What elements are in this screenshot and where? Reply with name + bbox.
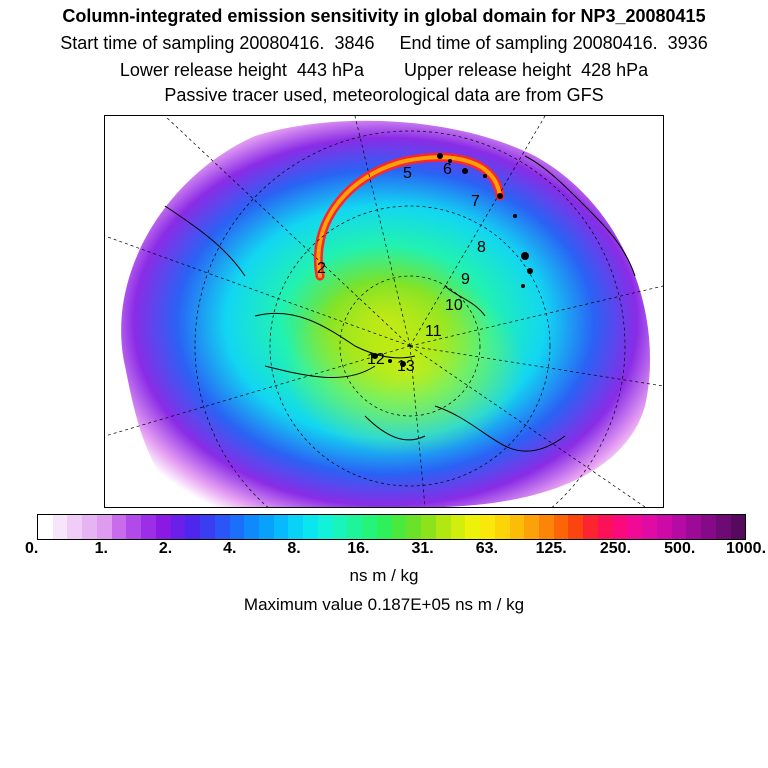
colorbar-swatch <box>730 515 746 539</box>
colorbar-swatch <box>671 515 687 539</box>
colorbar-swatch <box>229 515 245 539</box>
colorbar-swatch <box>553 515 569 539</box>
colorbar-swatch <box>200 515 215 539</box>
colorbar-swatch <box>170 515 186 539</box>
map-panel: 2 5 6 7 8 9 10 11 12 13 <box>104 115 664 508</box>
coastlines <box>164 155 636 452</box>
colorbar-swatch <box>701 515 716 539</box>
page-title: Column-integrated emission sensitivity i… <box>62 6 706 26</box>
colorbar-tick-label: 63. <box>475 540 499 557</box>
colorbar-swatch <box>214 515 230 539</box>
colorbar-swatch <box>273 515 289 539</box>
colorbar-swatch <box>332 515 348 539</box>
colorbar <box>37 514 746 540</box>
map-label: 10 <box>445 297 463 314</box>
colorbar-units: ns m / kg <box>349 566 419 585</box>
colorbar-swatch <box>583 515 598 539</box>
colorbar-swatch <box>82 515 97 539</box>
colorbar-tick-label: 125. <box>535 540 567 557</box>
colorbar-swatch <box>421 515 436 539</box>
colorbar-swatch <box>391 515 407 539</box>
map-label: 11 <box>425 323 442 340</box>
colorbar-swatch <box>509 515 525 539</box>
colorbar-swatch <box>67 515 83 539</box>
colorbar-swatch <box>126 515 142 539</box>
colorbar-swatch <box>494 515 510 539</box>
coastline-clusters <box>372 153 533 367</box>
sensitivity-map: 2 5 6 7 8 9 10 11 12 13 <box>105 116 663 507</box>
colorbar-swatch <box>450 515 466 539</box>
colorbar-swatch <box>406 515 422 539</box>
map-label: 9 <box>461 271 470 288</box>
colorbar-swatch <box>288 515 304 539</box>
colorbar-tick-label: 16. <box>347 540 370 557</box>
colorbar-swatch <box>362 515 377 539</box>
colorbar-swatch <box>111 515 127 539</box>
colorbar-swatch <box>435 515 451 539</box>
colorbar-tick-label: 500. <box>664 540 696 557</box>
colorbar-swatch <box>317 515 333 539</box>
colorbar-swatch <box>347 515 363 539</box>
colorbar-swatch <box>465 515 481 539</box>
colorbar-swatch <box>568 515 584 539</box>
colorbar-swatch <box>656 515 672 539</box>
colorbar-swatch <box>303 515 318 539</box>
release-heights: Lower release height 443 hPa Upper relea… <box>119 60 649 80</box>
map-label: 12 <box>367 351 385 368</box>
colorbar-swatch <box>627 515 643 539</box>
map-label: 8 <box>477 239 486 256</box>
colorbar-tick-label: 8. <box>287 540 301 557</box>
colorbar-swatch <box>38 515 53 539</box>
colorbar-tick-label: 250. <box>599 540 632 557</box>
colorbar-tick-label: 31. <box>411 540 434 557</box>
colorbar-swatch <box>52 515 68 539</box>
colorbar-swatch <box>96 515 112 539</box>
tracer-note: Passive tracer used, meteorological data… <box>164 85 604 105</box>
map-label: 5 <box>403 165 412 182</box>
map-label: 6 <box>443 161 452 178</box>
colorbar-swatch <box>259 515 274 539</box>
colorbar-tick-label: 0. <box>24 540 39 557</box>
graticule <box>105 116 663 507</box>
map-label: 7 <box>471 193 480 210</box>
colorbar-tick-label: 1000. <box>725 540 767 557</box>
colorbar-swatch <box>715 515 731 539</box>
maximum-value: Maximum value 0.187E+05 ns m / kg <box>243 595 525 614</box>
colorbar-swatch <box>185 515 201 539</box>
colorbar-swatch <box>686 515 702 539</box>
trajectory-labels: 2 5 6 7 8 9 10 11 12 13 <box>317 161 486 375</box>
colorbar-swatch <box>538 515 554 539</box>
colorbar-swatch <box>155 515 171 539</box>
colorbar-swatch <box>244 515 260 539</box>
colorbar-swatch <box>141 515 156 539</box>
colorbar-tick-label: 4. <box>223 540 237 557</box>
sampling-times: Start time of sampling 20080416. 3846 En… <box>60 33 708 53</box>
colorbar-tick-label: 1. <box>94 540 108 557</box>
colorbar-swatch <box>642 515 657 539</box>
colorbar-swatch <box>612 515 628 539</box>
colorbar-swatch <box>524 515 539 539</box>
colorbar-tick-label: 2. <box>158 540 173 557</box>
map-label: 2 <box>317 260 326 277</box>
map-label: 13 <box>397 358 415 375</box>
colorbar-swatch <box>597 515 613 539</box>
colorbar-swatch <box>376 515 392 539</box>
colorbar-swatch <box>480 515 495 539</box>
